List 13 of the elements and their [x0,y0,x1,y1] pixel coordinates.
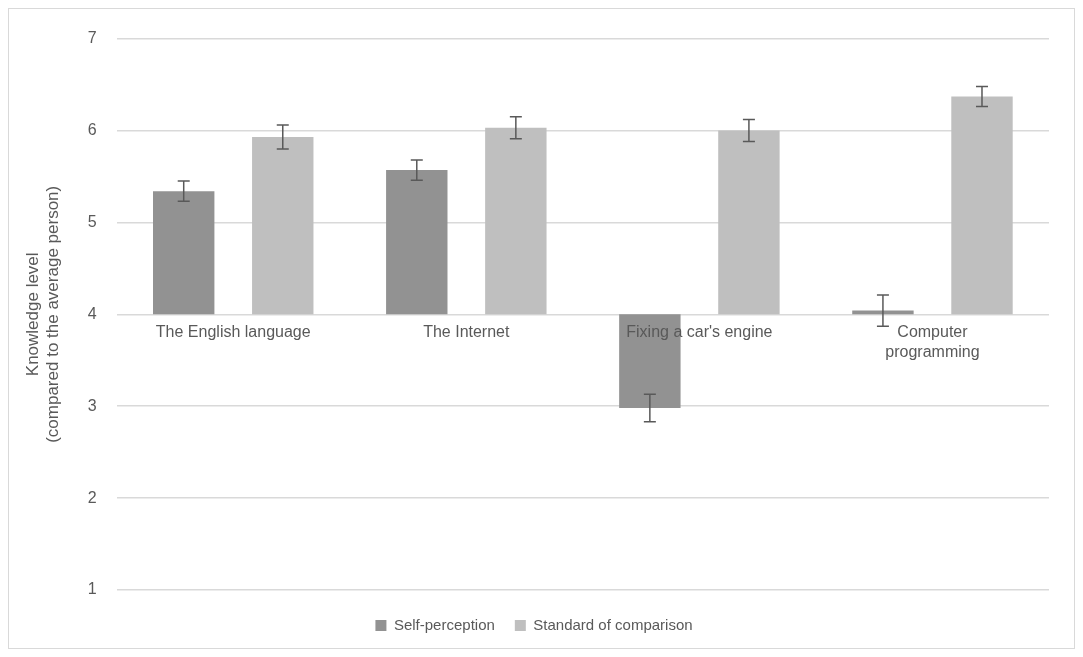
y-tick-label: 3 [87,396,97,414]
y-axis-title: Knowledge level (compared to the average person) [22,185,63,443]
x-tick-label: The English language [155,322,311,340]
y-tick-label: 5 [87,212,97,230]
y-tick-label: 4 [87,304,97,322]
y-tick-label: 2 [87,488,97,506]
y-tick-label: 6 [87,120,97,138]
x-tick-label: Computer programming [885,322,980,360]
legend-label: Self-perception [393,615,495,633]
y-tick-label: 1 [87,580,97,598]
y-tick-label: 7 [87,29,97,47]
legend-label: Standard of comparison [533,615,693,633]
x-tick-label: The Internet [423,322,510,340]
